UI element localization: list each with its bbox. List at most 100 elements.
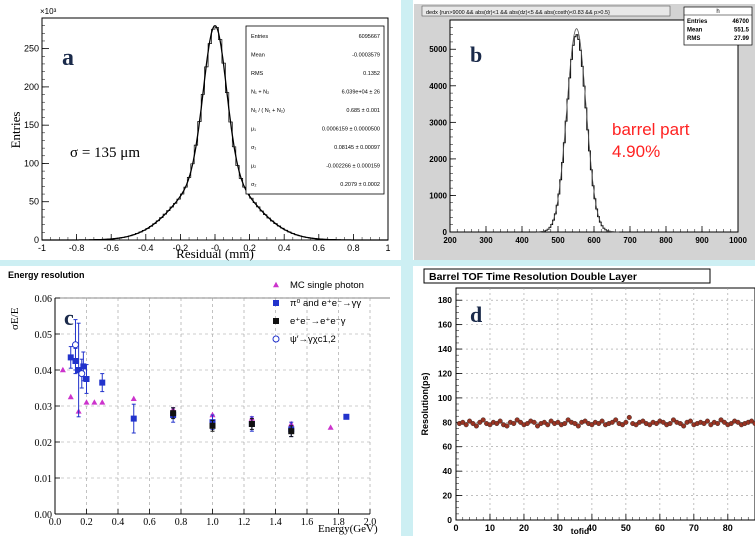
panel-b-x-tick-label: 600 [587, 236, 601, 245]
panel-d-data-point [460, 419, 466, 425]
panel-b-y-tick-label: 4000 [429, 82, 447, 91]
panel-b-stat-label: Mean [687, 28, 703, 34]
panel-a-stat-value: 6095667 [359, 34, 380, 40]
panel-b-title: dedx {run>9000 && abs(dr)<1 && abs(dz)<5… [426, 10, 610, 16]
panel-b-y-tick-label: 3000 [429, 118, 447, 127]
panel-a-y-tick-label: 0 [34, 235, 39, 245]
panel-b-annotation-line2: 4.90% [612, 142, 660, 161]
panel-b-y-tick-label: 0 [443, 228, 448, 237]
panel-b: dedx {run>9000 && abs(dr)<1 && abs(dz)<5… [414, 4, 755, 260]
panel-d-data-point [704, 418, 710, 424]
panel-d-data-point [715, 421, 721, 427]
panel-d-data-point [494, 421, 500, 427]
panel-a-stat-label: σ₂ [251, 182, 257, 188]
panel-b-x-tick-label: 700 [623, 236, 637, 245]
panel-a-x-tick-label: 1 [385, 243, 390, 253]
panel-c-x-tick-label: 1.8 [332, 517, 345, 528]
panel-d-data-point [582, 418, 588, 424]
panel-c-y-tick-label: 0.04 [35, 366, 53, 377]
panel-b-y-tick-label: 1000 [429, 191, 447, 200]
panel-d-data-point [640, 418, 646, 424]
panel-a-letter: a [62, 45, 74, 71]
panel-d-x-tick-label: 10 [485, 523, 495, 533]
panel-b-stat-value: 27.99 [734, 36, 750, 42]
panel-d-x-tick-label: 80 [723, 523, 733, 533]
panel-d-y-tick-label: 20 [443, 491, 453, 501]
panel-b-stat-value: 46700 [732, 19, 749, 25]
panel-a-stat-label: N₁ + N₂ [251, 90, 269, 96]
panel-d-data-point [531, 419, 537, 425]
panel-c-y-tick-label: 0.02 [35, 438, 53, 449]
panel-d-data-point [653, 421, 659, 427]
panel-a-x-tick-label: -0 [211, 243, 219, 253]
panel-b-stat-label: RMS [687, 36, 700, 42]
panel-c-x-tick-label: 2.0 [364, 517, 377, 528]
panel-d-data-point [470, 421, 476, 427]
panel-c-data-point [170, 410, 177, 417]
panel-d-data-point [562, 421, 568, 427]
panel-c-data-point [83, 399, 90, 405]
panel-d-data-point [477, 419, 483, 425]
panel-c-x-tick-label: 1.2 [238, 517, 251, 528]
panel-d-data-point [623, 419, 629, 425]
panel-d-x-tick-label: 0 [453, 523, 458, 533]
panel-d-data-point [613, 417, 619, 423]
panel-d-xlabel: tofid [571, 526, 589, 536]
panel-a-y-tick-label: 250 [24, 44, 39, 54]
panel-a-stat-label: Entries [251, 34, 268, 40]
panel-d-data-point [565, 417, 571, 423]
panel-b-stat-label: Entries [687, 19, 708, 25]
panel-a-annotation: σ = 135 μm [70, 145, 140, 161]
panel-c-legend-label: ψ′→γχc1,2 [290, 334, 336, 345]
panel-c-x-tick-label: 0.4 [112, 517, 125, 528]
panel-c-y-tick-label: 0.06 [35, 294, 53, 305]
panel-d-y-tick-label: 0 [447, 515, 452, 525]
panel-a-x-tick-label: -0.4 [138, 243, 154, 253]
panel-d-data-point [626, 414, 632, 420]
panel-b-x-tick-label: 300 [479, 236, 493, 245]
panel-d-data-point [518, 419, 524, 425]
panel-c-x-tick-label: 0.0 [49, 517, 62, 528]
panel-d-data-point [575, 423, 581, 429]
panel-d-data-point [728, 421, 734, 427]
panel-c-data-point [67, 354, 74, 361]
panel-c-data-point [59, 366, 66, 373]
panel-d-y-tick-label: 140 [438, 344, 452, 354]
panel-b-title-box [421, 5, 671, 17]
panel-c-data-point [71, 341, 79, 349]
panel-c-xlabel: Energy(GeV) [318, 523, 378, 535]
panel-d-data-point [660, 419, 666, 425]
panel-c-data-point [91, 399, 98, 405]
panel-d-y-tick-label: 40 [443, 466, 453, 476]
panel-d-data-point [677, 421, 683, 427]
panel-c-data-point [80, 363, 87, 370]
panel-c-ylabel: σE/E [9, 307, 21, 330]
panel-b-x-tick-label: 1000 [729, 236, 747, 245]
panel-a-y-tick-label: 200 [24, 82, 39, 92]
panel-c-title: Energy resolution [8, 270, 85, 280]
panel-c-y-tick-label: 0.00 [35, 510, 53, 521]
panel-c-x-tick-label: 0.8 [175, 517, 188, 528]
vertical-separator [401, 0, 413, 536]
panel-c-x-tick-label: 1.6 [301, 517, 314, 528]
panel-a-stat-value: 0.08145 ± 0.00097 [334, 145, 380, 151]
panel-d-data-point [633, 422, 639, 428]
panel-d-frame [455, 287, 755, 521]
panel-d-data-point [497, 418, 503, 424]
panel-d-y-tick-label: 100 [438, 393, 452, 403]
panel-d-data-point [670, 417, 676, 423]
panel-c-data-point [99, 399, 106, 405]
panel-c-legend-label: e⁺e⁻→e⁺e⁻γ [290, 316, 346, 327]
panel-d-data-point [708, 422, 714, 428]
panel-d-data-point [749, 418, 755, 424]
panel-b-fit-curve [536, 28, 620, 233]
panel-a-x-tick-label: 0.2 [243, 243, 256, 253]
panel-c-data-point [248, 421, 255, 427]
panel-a-stat-value: 0.2079 ± 0.0002 [340, 182, 380, 188]
panel-d-data-point [599, 418, 605, 424]
panel-d-data-point [735, 419, 741, 425]
panel-b-histogram [450, 34, 738, 233]
panel-b-y-tick-label: 5000 [429, 45, 447, 54]
